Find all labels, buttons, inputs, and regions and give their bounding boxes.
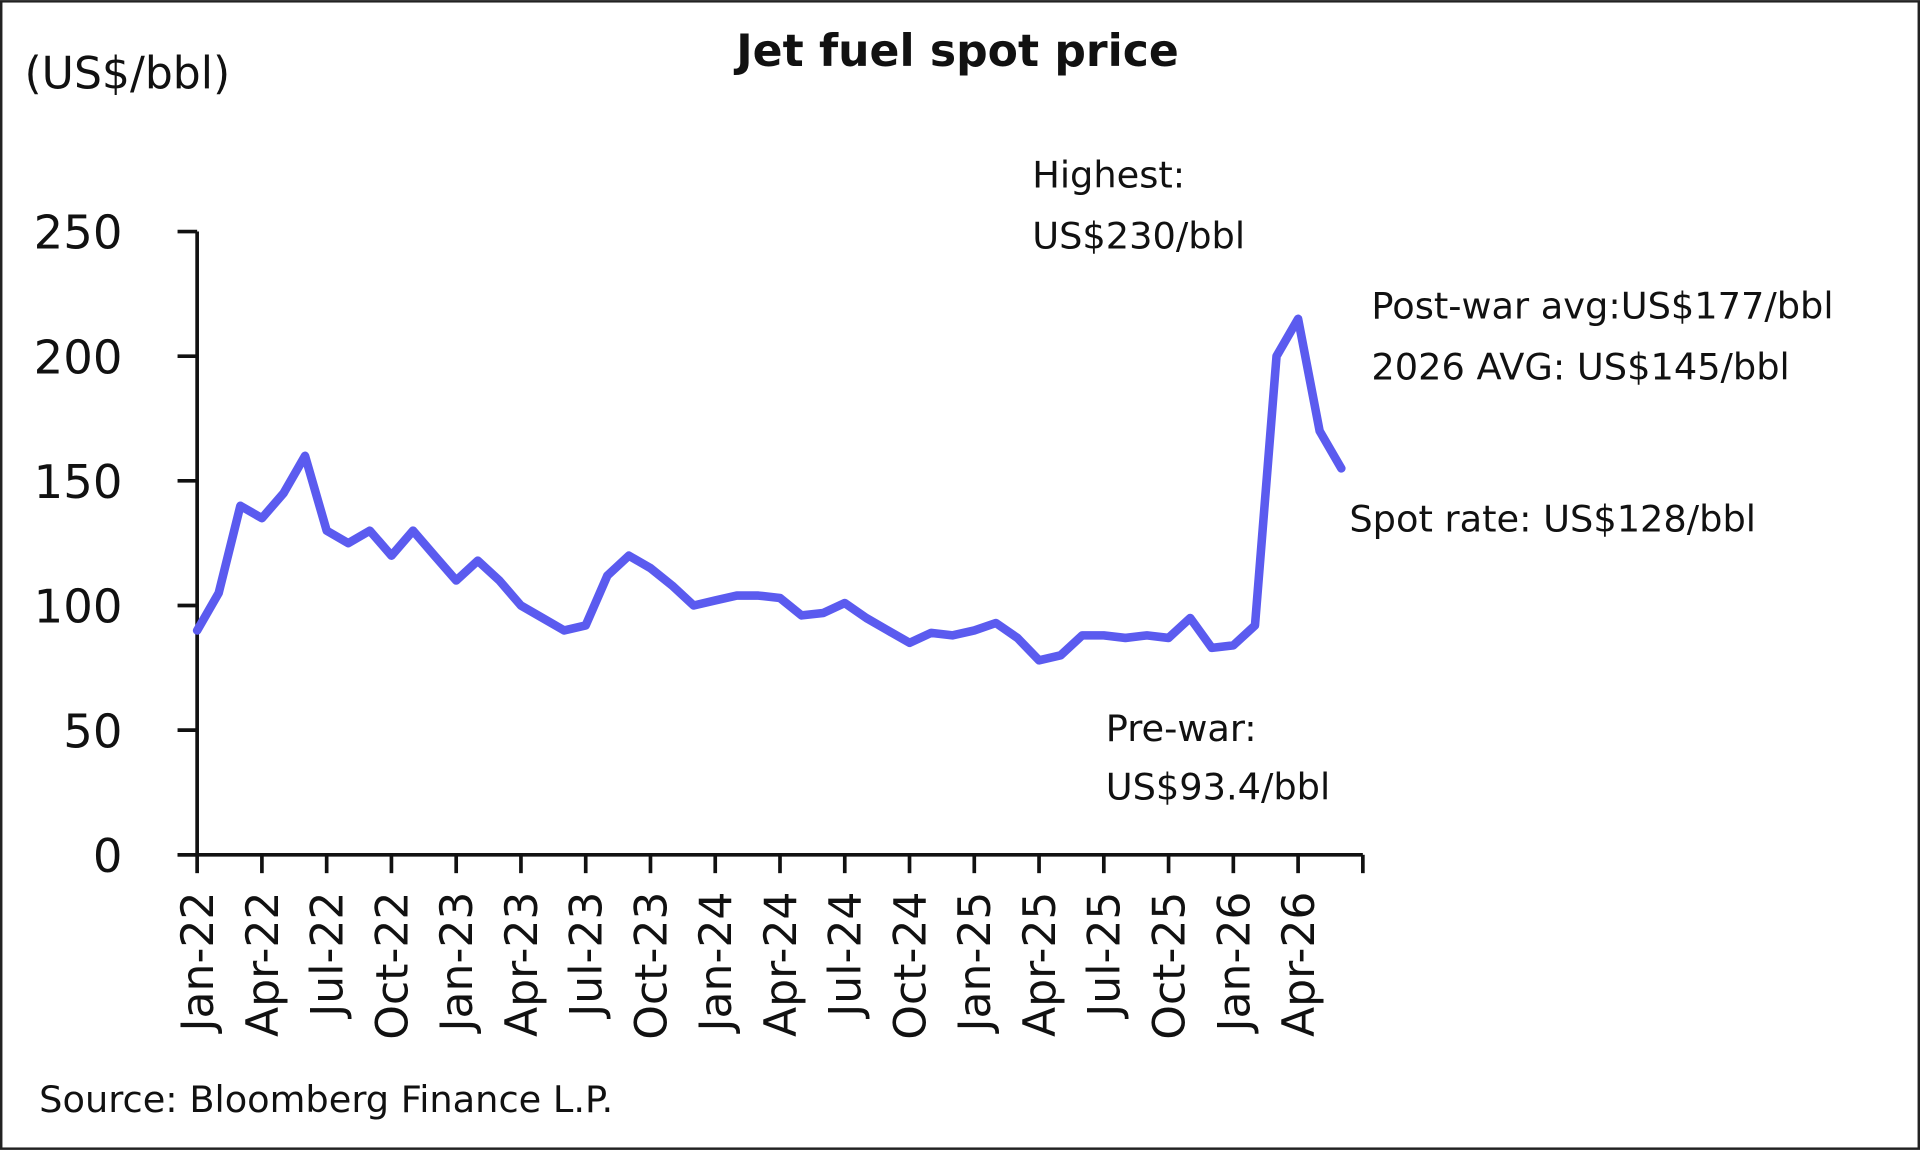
x-tick-label: Jul-23 — [562, 892, 613, 1020]
y-axis-label: (US$/bbl) — [24, 48, 230, 99]
x-tick-label: Jan-23 — [432, 892, 483, 1035]
annotation: US$230/bbl — [1032, 215, 1245, 258]
x-tick-label: Oct-22 — [367, 892, 418, 1040]
x-tick-label: Jan-25 — [950, 892, 1001, 1035]
x-tick-label: Jul-25 — [1080, 892, 1131, 1020]
x-tick-label: Oct-23 — [626, 892, 677, 1040]
x-tick-label: Oct-25 — [1144, 892, 1195, 1040]
x-tick-label: Jan-26 — [1209, 892, 1260, 1035]
y-tick-label: 250 — [34, 206, 123, 260]
x-tick-label: Apr-25 — [1015, 892, 1066, 1037]
y-tick-label: 150 — [34, 455, 123, 509]
x-tick-label: Jan-22 — [173, 892, 224, 1035]
annotation: Highest: — [1032, 153, 1185, 196]
annotation: 2026 AVG: US$145/bbl — [1371, 346, 1789, 389]
annotation: Post-war avg:US$177/bbl — [1371, 284, 1833, 327]
x-tick-label: Apr-22 — [238, 892, 289, 1037]
x-tick-label: Jan-24 — [691, 892, 742, 1035]
y-tick-label: 0 — [93, 829, 123, 883]
y-tick-label: 50 — [63, 704, 122, 758]
x-tick-label: Jul-24 — [821, 892, 872, 1020]
annotation: US$93.4/bbl — [1106, 766, 1331, 809]
price-line — [192, 314, 1346, 665]
y-tick-label: 100 — [34, 580, 123, 634]
y-tick-label: 200 — [34, 330, 123, 384]
annotation: Pre-war: — [1106, 707, 1257, 750]
source-note: Source: Bloomberg Finance L.P. — [39, 1078, 613, 1121]
x-tick-label: Apr-23 — [497, 892, 548, 1037]
x-tick-label: Oct-24 — [885, 892, 936, 1040]
x-tick-label: Jul-22 — [303, 892, 354, 1020]
chart-title: Jet fuel spot price — [733, 26, 1179, 77]
x-tick-label: Apr-26 — [1274, 892, 1325, 1037]
x-tick-label: Apr-24 — [756, 892, 807, 1037]
annotation: Spot rate: US$128/bbl — [1349, 498, 1756, 541]
